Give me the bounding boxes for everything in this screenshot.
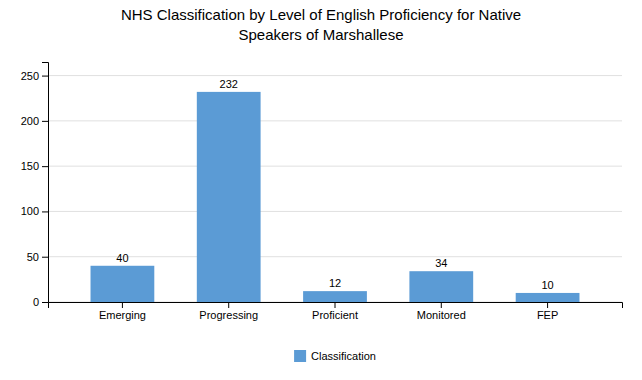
chart: NHS Classification by Level of English P… [0, 0, 642, 380]
y-tick-label: 200 [21, 115, 39, 127]
y-tick-label: 250 [21, 70, 39, 82]
y-tick: 0 [33, 296, 48, 308]
bar [516, 293, 580, 302]
x-tick-mark [228, 302, 229, 308]
x-tick-mark [547, 302, 548, 308]
y-tick: 100 [21, 205, 48, 217]
x-tick-label: Monitored [417, 309, 466, 321]
y-tick-mark [42, 211, 48, 212]
bars [91, 92, 580, 302]
y-tick-label: 150 [21, 160, 39, 172]
x-tick-label: FEP [537, 309, 558, 321]
x-tick-mark [335, 302, 336, 308]
grid-line [48, 75, 622, 76]
bar [409, 271, 473, 302]
x-tick: FEP [537, 302, 558, 321]
x-tick-mark [441, 302, 442, 308]
bar [197, 92, 261, 302]
y-tick-mark [42, 121, 48, 122]
x-tick-mark [122, 302, 123, 308]
y-tick: 200 [21, 115, 48, 127]
grid [48, 76, 622, 302]
y-tick-label: 50 [27, 251, 39, 263]
legend-entry: Classification [294, 350, 376, 362]
y-tick-mark [42, 302, 48, 303]
bar [91, 266, 155, 302]
x-tick-label: Emerging [99, 309, 146, 321]
data-label: 12 [329, 277, 341, 289]
data-label: 34 [435, 257, 447, 269]
y-tick: 50 [27, 251, 48, 263]
data-label: 10 [541, 279, 553, 291]
y-tick-label: 100 [21, 205, 39, 217]
x-tick-label: Progressing [199, 309, 258, 321]
bar [303, 291, 367, 302]
x-tick: Monitored [417, 302, 466, 321]
data-label: 40 [116, 252, 128, 264]
y-tick-mark [42, 257, 48, 258]
x-axis-line [49, 303, 623, 309]
title-line: NHS Classification by Level of English P… [121, 6, 521, 23]
y-tick: 150 [21, 160, 48, 172]
grid-line [48, 256, 622, 257]
y-tick-label: 0 [33, 296, 39, 308]
title: NHS Classification by Level of English P… [121, 6, 521, 43]
y-axis: 0 50 100 150 200 250 [21, 63, 49, 309]
title-line: Speakers of Marshallese [238, 26, 403, 43]
y-tick-mark [42, 166, 48, 167]
legend-swatch [294, 350, 306, 362]
y-tick-mark [42, 76, 48, 77]
plot: 0 50 100 150 200 250 40 232 12 34 10 Emerging Progre… [21, 63, 623, 321]
data-label: 232 [220, 78, 238, 90]
x-tick: Proficient [312, 302, 358, 321]
x-axis: Emerging Progressing Proficient Monitored FE… [49, 302, 623, 321]
legend: Classification [294, 350, 376, 362]
x-tick: Progressing [199, 302, 258, 321]
x-tick: Emerging [99, 302, 146, 321]
legend-label: Classification [311, 350, 376, 362]
x-tick-label: Proficient [312, 309, 358, 321]
grid-line [48, 120, 622, 121]
grid-line [48, 166, 622, 167]
grid-line [48, 211, 622, 212]
y-tick: 250 [21, 70, 48, 82]
data-labels: 40 232 12 34 10 [116, 78, 553, 291]
y-axis-line [42, 63, 49, 303]
